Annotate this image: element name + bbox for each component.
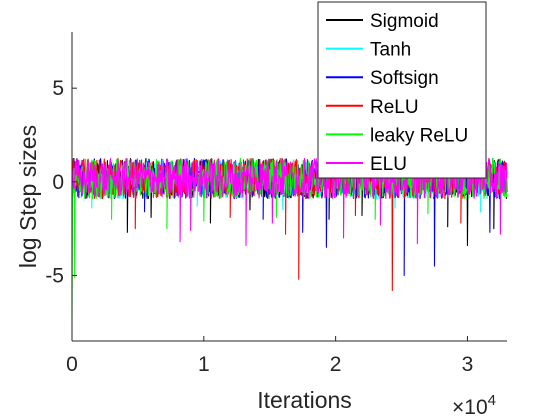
axes-layer: 0 1 2 3 5 0 -5 [45, 32, 507, 376]
legend-label-sigmoid: Sigmoid [370, 11, 439, 32]
x-tick-label: 1 [198, 353, 210, 376]
legend-box [317, 1, 487, 179]
legend-label-softsign: Softsign [370, 68, 439, 89]
legend-label-leaky-relu: leaky ReLU [370, 125, 468, 146]
x-multiplier-base: ×10 [452, 396, 488, 419]
y-axis-label: log Step sizes [15, 125, 41, 268]
y-tick-label: 0 [52, 171, 64, 194]
legend-label-relu: ReLU [370, 97, 419, 118]
x-multiplier-label: ×104 [452, 392, 496, 419]
x-tick-label: 2 [330, 353, 342, 376]
legend-label-elu: ELU [370, 154, 407, 175]
x-tick-label: 0 [66, 353, 78, 376]
x-axis-label: Iterations [257, 387, 352, 413]
legend-label-tanh: Tanh [370, 40, 411, 61]
x-multiplier-exponent: 4 [488, 392, 496, 409]
y-tick-label: -5 [45, 264, 64, 287]
series-layer [71, 157, 508, 320]
x-tick-label: 3 [462, 353, 474, 376]
y-tick-label: 5 [52, 77, 64, 100]
legend: Sigmoid Tanh Softsign ReLU leaky ReLU ELU [317, 1, 487, 179]
